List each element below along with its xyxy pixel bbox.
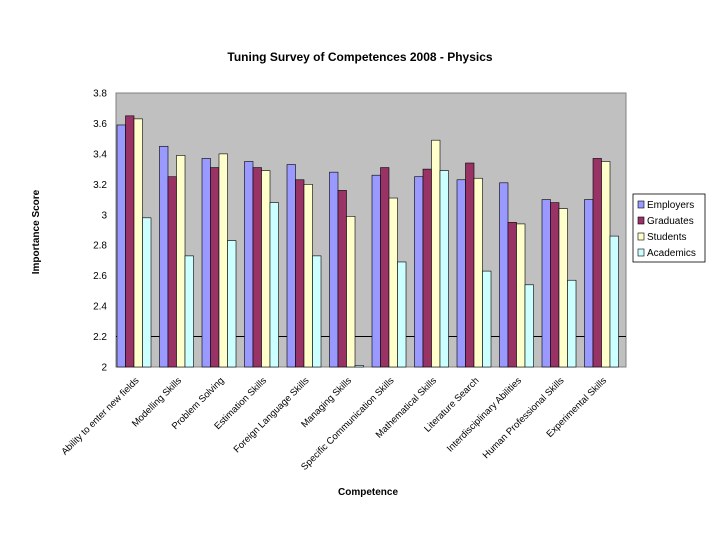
chart-title: Tuning Survey of Competences 2008 - Phys… bbox=[227, 50, 493, 64]
bar-employers bbox=[414, 176, 424, 368]
bar-graduates bbox=[295, 179, 305, 368]
bar-employers bbox=[329, 171, 339, 368]
y-tick-label: 3.6 bbox=[93, 119, 107, 130]
legend-label-employers: Employers bbox=[647, 200, 694, 211]
x-axis-title: Competence bbox=[338, 487, 398, 498]
y-tick-label: 3.8 bbox=[93, 89, 107, 100]
bar-graduates bbox=[167, 176, 177, 368]
bar-academics bbox=[567, 279, 577, 368]
bar-employers bbox=[371, 174, 381, 368]
bar-students bbox=[303, 184, 313, 368]
y-tick-label: 3.2 bbox=[93, 180, 107, 191]
y-tick-label: 2.4 bbox=[93, 302, 107, 313]
bar-employers bbox=[499, 182, 509, 368]
legend-swatch-graduates bbox=[637, 216, 645, 225]
x-category-label: Foreign Language Skills bbox=[232, 375, 312, 455]
bar-students bbox=[176, 155, 186, 368]
legend-label-academics: Academics bbox=[647, 248, 696, 259]
bar-students bbox=[218, 153, 228, 368]
bar-academics bbox=[524, 284, 534, 368]
y-tick-label: 2.8 bbox=[93, 241, 107, 252]
legend-swatch-employers bbox=[637, 200, 645, 209]
bar-academics bbox=[354, 365, 364, 368]
x-category-label: Ability to enter new fields bbox=[59, 375, 141, 457]
bar-graduates bbox=[252, 167, 262, 368]
bar-students bbox=[133, 118, 143, 368]
plot-area bbox=[115, 92, 627, 368]
bar-graduates bbox=[380, 167, 390, 368]
bar-academics bbox=[312, 255, 322, 368]
legend-box bbox=[632, 193, 706, 263]
bar-academics bbox=[609, 235, 619, 368]
bar-students bbox=[261, 170, 271, 368]
bar-students bbox=[558, 208, 568, 368]
bar-graduates bbox=[465, 162, 475, 368]
y-tick-label: 3.4 bbox=[93, 149, 107, 160]
y-axis-title: Importance Score bbox=[31, 189, 42, 274]
bar-academics bbox=[397, 261, 407, 368]
x-category-label: Human Professional Skills bbox=[481, 375, 567, 461]
y-tick-label: 2.2 bbox=[93, 332, 107, 343]
bar-students bbox=[431, 139, 441, 368]
bar-graduates bbox=[550, 202, 560, 368]
bar-academics bbox=[269, 202, 279, 368]
bar-employers bbox=[456, 179, 466, 368]
bar-employers bbox=[584, 199, 594, 368]
bar-students bbox=[601, 161, 611, 368]
x-category-label: Interdisciplinary Abilities bbox=[445, 375, 524, 454]
bar-employers bbox=[286, 164, 296, 368]
bar-employers bbox=[159, 145, 169, 368]
legend-label-students: Students bbox=[647, 232, 686, 243]
y-tick-label: 2 bbox=[101, 363, 107, 374]
bar-academics bbox=[227, 240, 237, 368]
legend-swatch-students bbox=[637, 232, 645, 241]
y-tick-label: 2.6 bbox=[93, 271, 107, 282]
bar-graduates bbox=[592, 158, 602, 368]
bar-graduates bbox=[422, 168, 432, 368]
bar-students bbox=[388, 197, 398, 368]
y-tick-label: 3 bbox=[101, 210, 107, 221]
bar-students bbox=[473, 177, 483, 368]
bar-graduates bbox=[210, 167, 220, 368]
legend: Employers Graduates Students Academics bbox=[632, 193, 706, 263]
bar-students bbox=[346, 216, 356, 368]
bar-academics bbox=[439, 170, 449, 368]
bar-academics bbox=[482, 270, 492, 368]
bar-employers bbox=[201, 158, 211, 368]
legend-label-graduates: Graduates bbox=[647, 216, 694, 227]
bar-academics bbox=[142, 217, 152, 368]
bar-employers bbox=[116, 124, 126, 368]
bar-employers bbox=[541, 199, 551, 368]
bar-employers bbox=[244, 161, 254, 368]
bar-graduates bbox=[125, 115, 135, 368]
legend-swatch-academics bbox=[637, 248, 645, 257]
bar-students bbox=[516, 223, 526, 368]
bar-graduates bbox=[337, 190, 347, 368]
bar-graduates bbox=[507, 222, 517, 368]
bar-academics bbox=[184, 255, 194, 368]
